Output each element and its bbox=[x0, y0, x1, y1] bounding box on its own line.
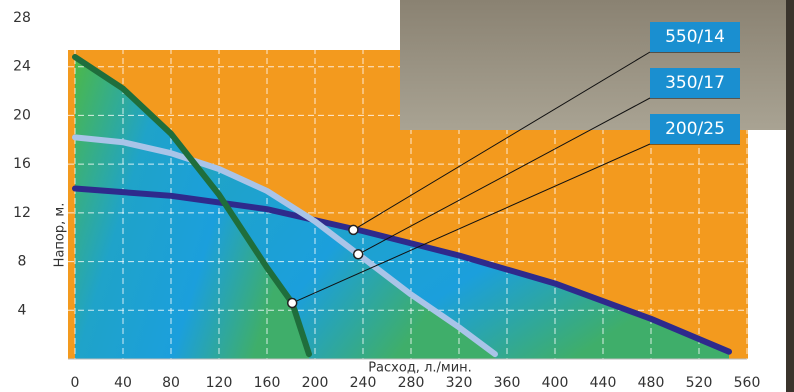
legend-label: 350/17 bbox=[665, 73, 725, 93]
x-tick-label: 360 bbox=[494, 375, 521, 391]
x-tick-label: 320 bbox=[446, 375, 473, 391]
y-tick-label: 12 bbox=[13, 205, 31, 221]
y-tick-label: 24 bbox=[13, 59, 31, 75]
x-tick-label: 400 bbox=[542, 375, 569, 391]
y-tick-label: 16 bbox=[13, 156, 31, 172]
x-tick-label: 280 bbox=[398, 375, 425, 391]
x-tick-label: 120 bbox=[206, 375, 233, 391]
x-tick-label: 200 bbox=[302, 375, 329, 391]
legend-box bbox=[650, 114, 740, 144]
work-zone bbox=[75, 56, 309, 359]
callout-point bbox=[352, 249, 364, 260]
x-tick-label: 40 bbox=[114, 375, 132, 391]
y-axis-label: Напор, м. bbox=[53, 203, 68, 268]
legend-label: 200/25 bbox=[665, 119, 725, 139]
callout-line bbox=[357, 97, 651, 255]
y-tick-label: 28 bbox=[13, 10, 31, 26]
x-tick-label: 160 bbox=[254, 375, 281, 391]
x-tick-label: 560 bbox=[734, 375, 761, 391]
legend-label: 550/14 bbox=[665, 27, 725, 47]
x-tick-label: 440 bbox=[590, 375, 617, 391]
legend-box bbox=[650, 68, 740, 98]
x-tick-label: 240 bbox=[350, 375, 377, 391]
x-tick-label: 80 bbox=[162, 375, 180, 391]
edge-strip bbox=[786, 0, 794, 392]
x-axis-label: Расход, л./мин. bbox=[368, 361, 472, 376]
x-tick-label: 480 bbox=[638, 375, 665, 391]
x-tick-label: 0 bbox=[71, 375, 80, 391]
callout-point bbox=[286, 297, 298, 309]
y-tick-label: 8 bbox=[18, 254, 27, 270]
legend-box bbox=[650, 22, 740, 52]
callout-point bbox=[348, 224, 359, 236]
product-photo bbox=[400, 0, 786, 130]
callout-line bbox=[291, 143, 651, 304]
y-tick-label: 20 bbox=[13, 107, 31, 123]
x-tick-label: 520 bbox=[686, 375, 713, 391]
y-tick-label: 4 bbox=[18, 302, 27, 318]
callout-line bbox=[353, 51, 651, 231]
series-line bbox=[72, 134, 498, 358]
series-line bbox=[72, 185, 732, 355]
